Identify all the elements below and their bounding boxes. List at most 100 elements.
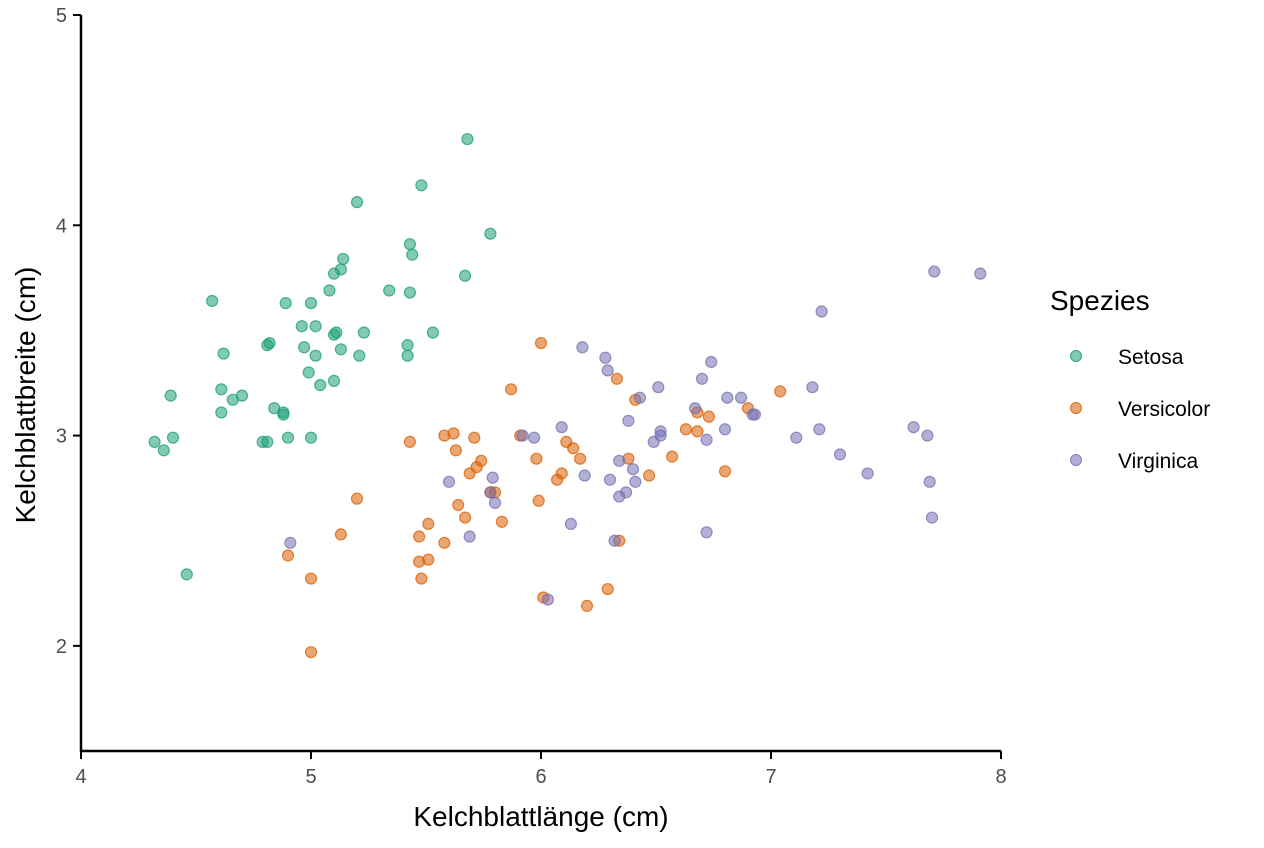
point-setosa — [337, 252, 350, 266]
point-versicolor — [532, 494, 545, 507]
point-versicolor — [580, 599, 594, 613]
point-setosa — [314, 379, 327, 392]
point-setosa — [357, 326, 370, 339]
point-setosa — [309, 320, 322, 333]
point-virginica — [599, 351, 612, 364]
point-versicolor — [413, 530, 426, 543]
point-virginica — [488, 496, 502, 509]
point-versicolor — [665, 450, 679, 463]
legend-title: Spezies — [1050, 285, 1150, 316]
point-setosa — [166, 431, 180, 444]
x-tick-label: 6 — [535, 766, 546, 788]
point-virginica — [527, 431, 541, 444]
point-versicolor — [475, 454, 488, 467]
point-versicolor — [573, 452, 587, 465]
point-virginica — [974, 267, 987, 280]
point-versicolor — [702, 410, 716, 423]
point-virginica — [654, 429, 667, 442]
point-virginica — [790, 431, 803, 444]
point-versicolor — [415, 572, 428, 585]
point-virginica — [629, 475, 642, 488]
point-setosa — [401, 339, 414, 352]
point-versicolor — [403, 435, 416, 448]
point-virginica — [633, 391, 647, 404]
point-virginica — [695, 372, 709, 385]
point-setosa — [327, 374, 341, 387]
x-axis-ticks: 4 5 6 7 8 — [75, 751, 1007, 788]
point-setosa — [298, 341, 311, 354]
legend: Spezies Setosa Versicolor Virginica — [1050, 285, 1210, 473]
point-virginica — [578, 469, 591, 482]
point-setosa — [304, 431, 318, 444]
point-setosa — [148, 435, 161, 448]
point-virginica — [555, 421, 568, 434]
point-versicolor — [534, 336, 548, 350]
point-setosa — [206, 294, 219, 308]
point-virginica — [813, 423, 826, 436]
point-versicolor — [459, 511, 472, 524]
point-setosa — [323, 284, 336, 297]
point-virginica — [626, 463, 640, 476]
point-setosa — [157, 444, 170, 457]
point-virginica — [442, 475, 456, 488]
point-virginica — [619, 486, 633, 499]
point-setosa — [383, 284, 396, 297]
x-axis-title: Kelchblattlänge (cm) — [413, 801, 668, 832]
point-setosa — [277, 406, 290, 419]
point-versicolor — [530, 452, 543, 465]
point-virginica — [622, 414, 635, 427]
point-versicolor — [422, 517, 435, 530]
y-tick-label: 2 — [56, 636, 67, 658]
point-setosa — [350, 196, 364, 209]
point-virginica — [907, 421, 920, 434]
point-versicolor — [718, 465, 732, 478]
point-setosa — [263, 336, 276, 350]
point-versicolor — [567, 442, 580, 455]
x-tick-label: 7 — [765, 766, 776, 788]
point-versicolor — [422, 553, 435, 566]
point-setosa — [426, 326, 439, 339]
point-versicolor — [555, 467, 568, 480]
point-versicolor — [452, 498, 465, 512]
point-versicolor — [281, 549, 295, 562]
y-tick-label: 4 — [56, 215, 67, 237]
point-versicolor — [449, 444, 462, 457]
point-virginica — [925, 511, 939, 524]
point-virginica — [700, 526, 713, 539]
legend-key-versicolor — [1069, 401, 1083, 415]
point-setosa — [334, 263, 347, 276]
point-setosa — [330, 326, 343, 339]
point-setosa — [215, 383, 228, 396]
y-axis-title: Kelchblattbreite (cm) — [10, 267, 41, 524]
point-setosa — [415, 179, 428, 192]
point-virginica — [928, 265, 941, 278]
legend-label-setosa: Setosa — [1118, 346, 1184, 369]
point-virginica — [564, 517, 578, 530]
point-versicolor — [610, 372, 624, 385]
point-versicolor — [304, 572, 318, 585]
point-virginica — [576, 341, 589, 354]
point-setosa — [261, 435, 274, 448]
point-versicolor — [505, 383, 518, 396]
point-versicolor — [601, 582, 614, 596]
x-tick-label: 4 — [75, 766, 86, 788]
point-virginica — [700, 433, 713, 446]
point-virginica — [923, 475, 936, 488]
point-virginica — [748, 408, 762, 421]
point-setosa — [302, 366, 315, 379]
point-virginica — [833, 448, 847, 461]
point-virginica — [721, 391, 734, 404]
legend-label-versicolor: Versicolor — [1118, 398, 1210, 421]
point-virginica — [541, 593, 555, 606]
y-tick-label: 3 — [56, 426, 67, 448]
point-virginica — [921, 429, 934, 442]
point-versicolor — [438, 536, 451, 549]
x-tick-label: 8 — [995, 766, 1006, 788]
point-virginica — [516, 429, 529, 442]
x-tick-label: 5 — [305, 766, 316, 788]
point-virginica — [613, 454, 626, 467]
point-setosa — [215, 406, 228, 419]
point-virginica — [463, 530, 476, 543]
point-versicolor — [642, 469, 656, 482]
